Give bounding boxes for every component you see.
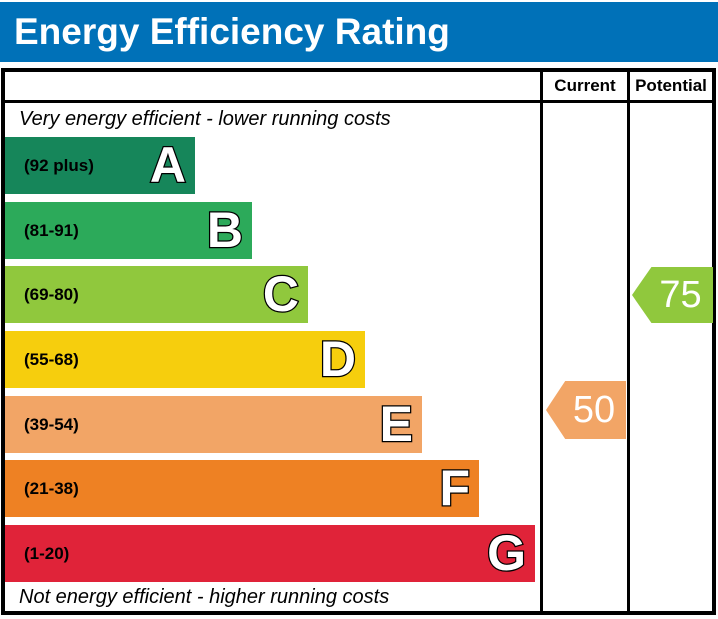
bottom-note: Not energy efficient - higher running co… [19,586,390,608]
page-title: Energy Efficiency Rating [14,11,450,52]
band-d: (55-68) D [5,330,365,389]
band-c: (69-80) C [5,265,308,324]
band-e-range: (39-54) [24,414,79,434]
current-column-header: Current [554,76,616,95]
header-row-divider [5,100,712,103]
band-b: (81-91) B [5,201,252,260]
current-rating-value: 50 [572,388,616,431]
band-f: (21-38) F [5,459,479,518]
potential-rating-value: 75 [659,273,702,316]
current-rating-arrow: 50 [546,381,626,439]
band-e: (39-54) E [5,395,422,454]
band-f-letter: F [438,459,471,518]
band-a-range: (92 plus) [24,155,94,175]
band-d-range: (55-68) [24,349,79,369]
rating-table: Current Potential Very energy efficient … [1,68,716,615]
band-e-letter: E [378,395,414,454]
potential-column-divider [627,72,630,611]
potential-rating-arrow: 75 [632,267,713,323]
band-g: (1-20) G [5,524,535,583]
top-note: Very energy efficient - lower running co… [19,108,391,130]
band-a-letter: A [149,136,188,195]
band-a: (92 plus) A [5,136,195,195]
current-column-divider [540,72,543,611]
band-c-range: (69-80) [24,284,79,304]
potential-column-header: Potential [635,76,707,95]
band-c-letter: C [262,265,301,324]
band-b-letter: B [206,201,245,260]
band-b-range: (81-91) [24,220,79,240]
band-g-range: (1-20) [24,543,70,563]
band-g-letter: G [486,524,527,583]
title-bar: Energy Efficiency Rating [0,2,718,62]
band-f-range: (21-38) [24,478,79,498]
band-d-letter: D [319,330,358,389]
